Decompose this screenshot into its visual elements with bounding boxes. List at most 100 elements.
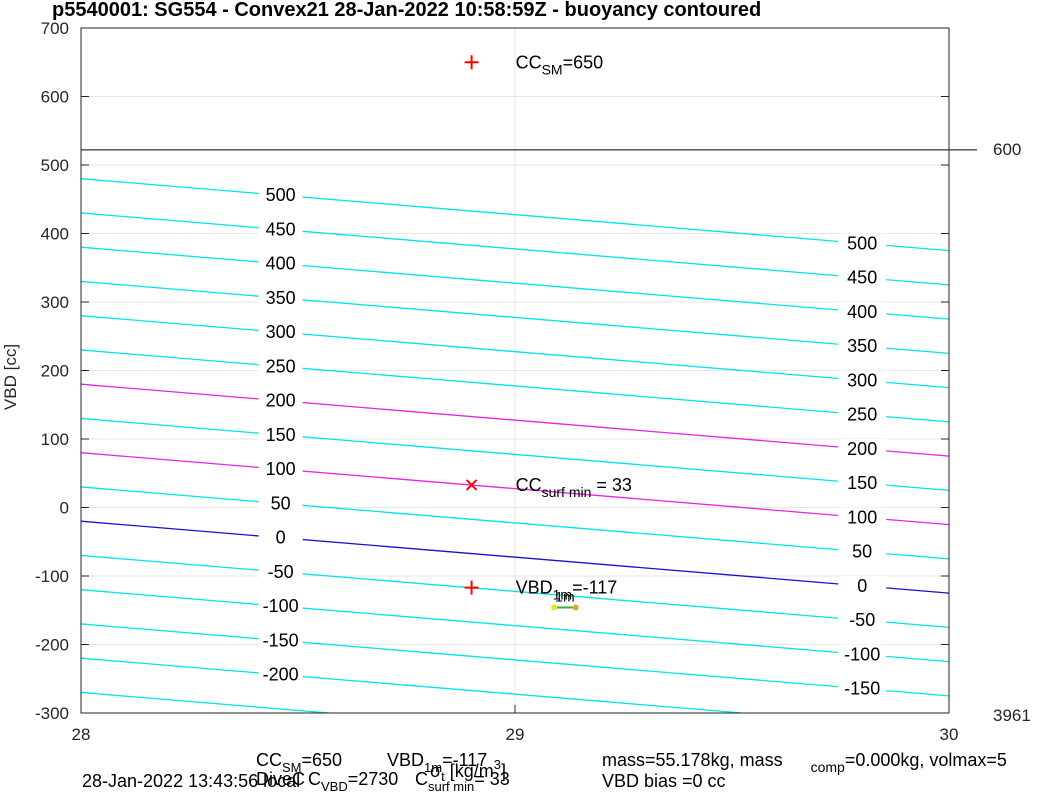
- y-tick-label: 200: [41, 362, 69, 381]
- contour-label-right: 200: [847, 439, 877, 459]
- contour-label-right: 300: [847, 370, 877, 390]
- contour-label-bg: [838, 575, 887, 596]
- contour-label-bg: [838, 507, 887, 528]
- contour-label-right: 50: [852, 542, 872, 562]
- contour-label-left: 300: [266, 322, 296, 342]
- chart-title: p5540001: SG554 - Convex21 28-Jan-2022 1…: [52, 0, 761, 21]
- y-tick-label: -300: [35, 704, 69, 723]
- contour-label-bg: [838, 301, 887, 322]
- right-label-3961: 3961: [993, 706, 1031, 725]
- contour-label-bg: [838, 404, 887, 425]
- contour-label-bg: [258, 287, 303, 308]
- x-tick-label: 30: [940, 725, 959, 744]
- contour-label-left: 500: [266, 185, 296, 205]
- footer-cc-sm: CCSM=650: [256, 750, 342, 775]
- contour-line-250: [80, 349, 950, 423]
- y-tick-label: 500: [41, 156, 69, 175]
- contour-label-bg: [838, 644, 887, 665]
- contour-label-left: 0: [276, 528, 286, 548]
- contour-line-350: [80, 280, 950, 355]
- contour-label-bg: [838, 438, 887, 459]
- contour-label-left: -200: [263, 665, 299, 685]
- contour-line--150: [80, 623, 950, 697]
- contour-label-left: 50: [271, 493, 291, 513]
- cc-sm-marker: [464, 55, 479, 70]
- y-axis-label: VBD [cc]: [1, 344, 20, 410]
- contour-line--50: [80, 554, 950, 629]
- y-tick-label: 100: [41, 430, 69, 449]
- contour-label-left: 200: [266, 391, 296, 411]
- contour-line--200: [80, 657, 743, 714]
- dive-segment-label: 1m: [555, 589, 574, 605]
- contour-line-0: [80, 520, 950, 594]
- contour-label-right: 350: [847, 336, 877, 356]
- y-tick-label: 600: [41, 88, 69, 107]
- contour-label-bg: [258, 459, 303, 480]
- contour-label-bg: [258, 356, 303, 377]
- contour-label-bg: [258, 253, 303, 274]
- contour-label-bg: [838, 610, 887, 631]
- contour-label-left: 250: [266, 356, 296, 376]
- contour-label-right: 450: [847, 268, 877, 288]
- contour-label-bg: [258, 630, 303, 651]
- y-tick-label: 700: [41, 19, 69, 38]
- contour-label-right: 100: [847, 507, 877, 527]
- contour-label-bg: [838, 678, 887, 699]
- contour-label-bg: [258, 185, 303, 206]
- contour-label-bg: [258, 322, 303, 343]
- contour-label-left: 100: [266, 459, 296, 479]
- footer-vbd-1m: VBD1m=-117: [387, 750, 487, 775]
- contour-label-left: 150: [266, 425, 296, 445]
- contour-line-150: [80, 417, 950, 492]
- contour-line--100: [80, 589, 950, 663]
- contour-label-bg: [258, 390, 303, 411]
- contour-label-bg: [838, 473, 887, 494]
- contour-labels: 5005004504504004003503503003002502502002…: [258, 185, 887, 699]
- y-tick-label: -200: [35, 636, 69, 655]
- footer-c-vbd: CVBD=2730: [308, 769, 398, 794]
- dive-segment-start: [551, 604, 558, 611]
- right-label-600: 600: [993, 140, 1021, 159]
- footer-mass: mass=55.178kg, mass comp=0.000kg, volmax=…: [602, 750, 1007, 775]
- contour-line-200: [80, 383, 950, 457]
- contour-label-bg: [838, 267, 887, 288]
- footer-vbd-bias: VBD bias =0 cc: [602, 771, 726, 791]
- contour-label-left: 400: [266, 254, 296, 274]
- y-tick-label: -100: [35, 567, 69, 586]
- y-tick-label: 400: [41, 225, 69, 244]
- contour-lines: [80, 149, 977, 714]
- contour-label-right: 150: [847, 473, 877, 493]
- contour-label-right: 0: [857, 576, 867, 596]
- cc-surf-min-marker: [465, 479, 478, 491]
- contour-label-bg: [258, 664, 303, 685]
- contour-label-left: -150: [263, 630, 299, 650]
- contour-line-50: [80, 486, 950, 560]
- contour-label-bg: [258, 596, 303, 617]
- dive-segment-end: [572, 604, 579, 611]
- grid-lines: [80, 27, 950, 714]
- contour-label-right: -100: [844, 644, 880, 664]
- contour-label-left: -100: [263, 596, 299, 616]
- contour-label-left: 350: [266, 288, 296, 308]
- contour-label-bg: [838, 336, 887, 357]
- contour-label-left: 450: [266, 219, 296, 239]
- contour-label-right: -50: [849, 610, 875, 630]
- contour-label-bg: [258, 561, 303, 582]
- contour-label-right: 400: [847, 302, 877, 322]
- contour-label-right: 500: [847, 233, 877, 253]
- contour-line-500: [80, 178, 950, 252]
- contour-label-bg: [258, 219, 303, 240]
- contour-label-bg: [258, 493, 303, 514]
- cc-sm-marker-label: CCSM=650: [516, 52, 604, 77]
- contour-line-450: [80, 212, 950, 286]
- vbd-1m-marker-label: VBD1m=-117: [516, 578, 618, 603]
- y-tick-label: 0: [60, 499, 69, 518]
- contour-label-bg: [838, 370, 887, 391]
- contour-label-bg: [258, 527, 303, 548]
- contour-line-100: [80, 452, 950, 526]
- footer-timestamp: 28-Jan-2022 13:43:56 local: [82, 771, 300, 791]
- contour-label-right: -150: [844, 679, 880, 699]
- contour-label-bg: [838, 541, 887, 562]
